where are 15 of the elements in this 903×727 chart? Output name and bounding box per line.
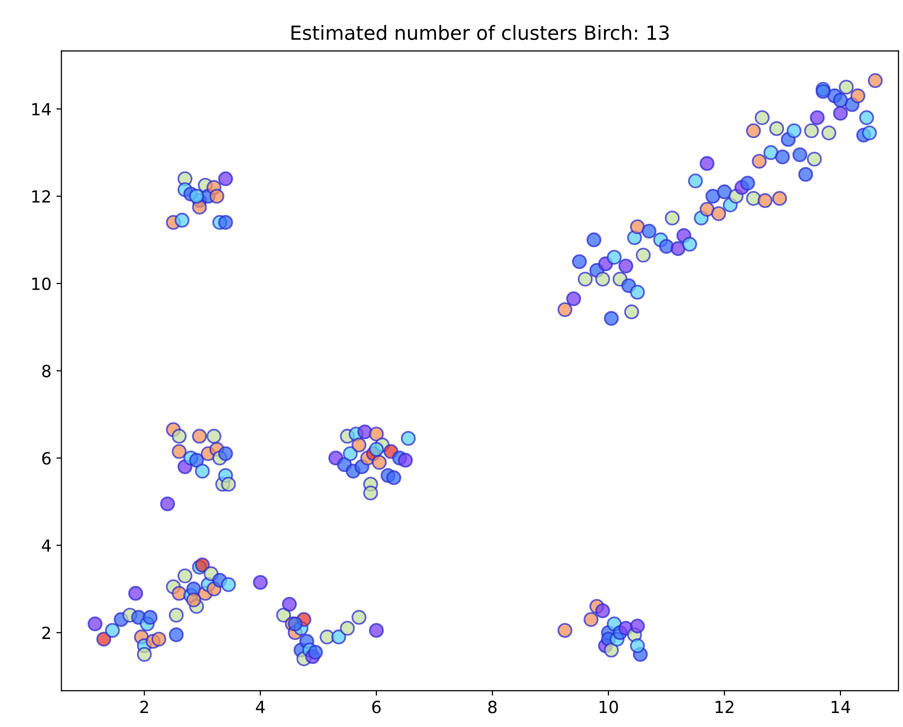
x-tick-label: 10 [600, 700, 618, 714]
x-tick-label: 2 [140, 700, 148, 714]
y-tick-label: 4 [42, 540, 51, 552]
x-tick-label: 6 [372, 700, 381, 714]
x-tick-label: 12 [716, 700, 734, 714]
y-tick-label: 8 [42, 364, 51, 378]
chart-title: Estimated number of clusters Birch: 13 [292, 25, 669, 40]
x-tick-label: 8 [488, 700, 497, 714]
x-tick-label: 14 [832, 700, 850, 714]
y-tick-label: 2 [42, 626, 50, 639]
y-tick-label: 10 [32, 277, 51, 290]
y-tick-label: 14 [32, 103, 51, 116]
x-tick-label: 4 [256, 700, 265, 714]
y-tick-label: 6 [42, 452, 51, 465]
y-tick-label: 12 [32, 190, 50, 203]
